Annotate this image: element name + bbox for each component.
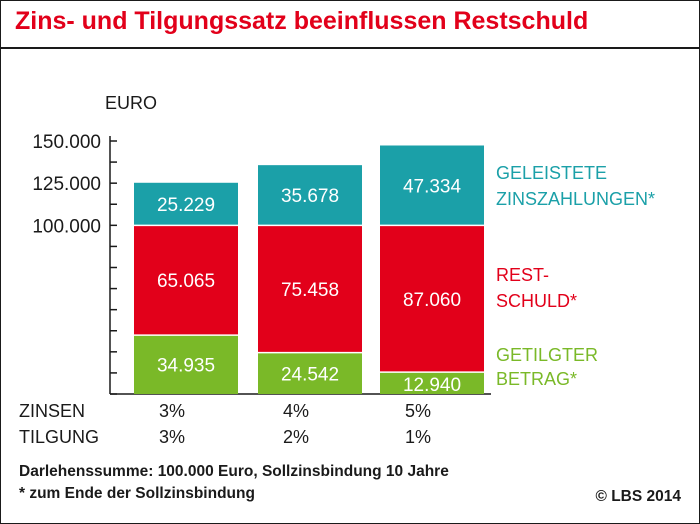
bar-1-series-1 — [258, 225, 362, 353]
bar-0-series-2 — [134, 182, 238, 226]
y-tick-label-0: 150.000 — [32, 132, 101, 153]
bar-2-series-2 — [380, 145, 484, 226]
legend-series-2-line-1: ZINSZAHLUNGEN* — [496, 189, 655, 209]
bar-1-value-label-0: 24.542 — [281, 364, 339, 385]
bar-0-series-1 — [134, 225, 238, 336]
footnote-asterisk: * zum Ende der Sollzinsbindung — [19, 485, 255, 502]
copyright: © LBS 2014 — [595, 488, 681, 505]
bar-1-series-2 — [258, 165, 362, 226]
footnote-loan: Darlehenssumme: 100.000 Euro, Sollzinsbi… — [19, 463, 449, 480]
bar-2-series-0 — [380, 372, 484, 394]
y-tick-label-2: 100.000 — [32, 216, 101, 237]
category-0-zinsen: 3% — [159, 401, 185, 421]
bar-2-value-label-0: 12.940 — [403, 375, 461, 396]
bar-1-value-label-2: 35.678 — [281, 186, 339, 207]
legend-series-1-line-1: SCHULD* — [496, 291, 577, 311]
bar-0-value-label-0: 34.935 — [157, 356, 215, 377]
title-divider — [1, 47, 699, 49]
bar-0-series-0 — [134, 335, 238, 394]
bar-0-value-label-1: 65.065 — [157, 271, 215, 292]
legend-series-1-line-0: REST- — [496, 265, 549, 285]
category-0-tilgung: 3% — [159, 427, 185, 447]
category-1-zinsen: 4% — [283, 401, 309, 421]
bar-1-value-label-1: 75.458 — [281, 280, 339, 301]
page-title: Zins- und Tilgungssatz beeinflussen Rest… — [15, 7, 589, 35]
bar-0-value-label-2: 25.229 — [157, 195, 215, 216]
y-axis-label: EURO — [105, 93, 157, 113]
y-tick-label-1: 125.000 — [32, 174, 101, 195]
legend-series-0-line-0: GETILGTER — [496, 345, 598, 365]
bar-2-value-label-2: 47.334 — [403, 176, 462, 197]
legend-series-2-line-0: GELEISTETE — [496, 163, 607, 183]
row-label-zinsen: ZINSEN — [19, 401, 85, 421]
bar-2-value-label-1: 87.060 — [403, 290, 461, 311]
legend-series-0-line-1: BETRAG* — [496, 369, 577, 389]
category-1-tilgung: 2% — [283, 427, 309, 447]
category-2-tilgung: 1% — [405, 427, 431, 447]
category-2-zinsen: 5% — [405, 401, 431, 421]
row-label-tilgung: TILGUNG — [19, 427, 99, 447]
bar-1-series-0 — [258, 352, 362, 394]
bar-2-series-1 — [380, 225, 484, 373]
